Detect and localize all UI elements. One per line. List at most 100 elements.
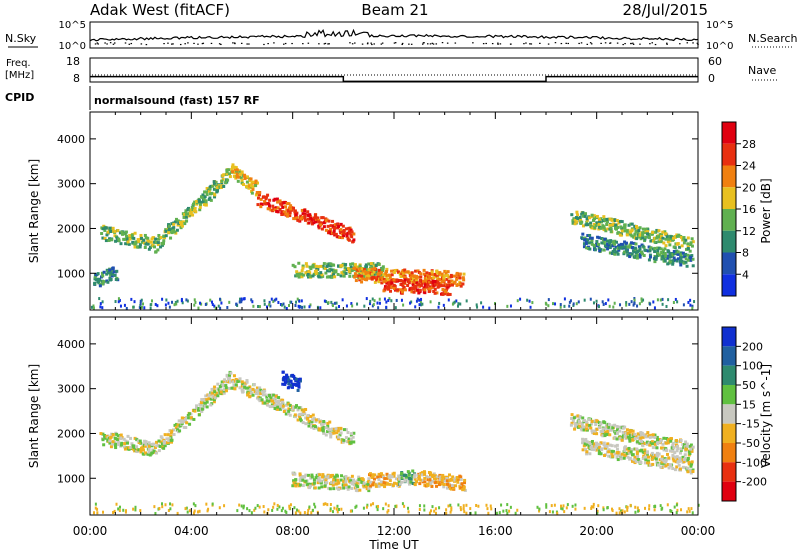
- colorbar-tick-label: 12: [742, 225, 756, 238]
- scatter-cell: [152, 442, 156, 446]
- scatter-cell: [580, 428, 584, 432]
- scatter-cell: [634, 229, 638, 233]
- scatter-cell: [216, 394, 220, 398]
- scatter-cell: [311, 418, 315, 422]
- nsky-trace: [89, 28, 699, 46]
- scatter-cell: [157, 233, 161, 237]
- scatter-cell: [223, 388, 227, 392]
- scatter-cell: [651, 446, 655, 450]
- scatter-cell: [445, 479, 449, 483]
- scatter-cell: [385, 281, 389, 285]
- ground-scatter-cell: [194, 300, 197, 304]
- ground-scatter-cell: [482, 305, 485, 309]
- scatter-cell: [307, 473, 311, 477]
- scatter-cell: [289, 379, 293, 383]
- scatter-cell: [325, 481, 329, 485]
- scatter-cell: [209, 397, 213, 401]
- scatter-cell: [286, 212, 290, 216]
- scatter-cell: [298, 412, 302, 416]
- scatter-cell: [653, 442, 657, 446]
- scatter-cell: [314, 476, 318, 480]
- scatter-cell: [245, 180, 249, 184]
- scatter-cell: [238, 175, 242, 179]
- scatter-cell: [286, 386, 290, 390]
- scatter-cell: [437, 277, 441, 281]
- scatter-cell: [173, 423, 177, 427]
- scatter-cell: [634, 226, 638, 230]
- scatter-cell: [357, 274, 361, 278]
- ground-scatter-cell: [377, 306, 380, 310]
- scatter-cell: [603, 434, 607, 438]
- scatter-cell: [397, 484, 401, 488]
- colorbar-tick-label: 100: [742, 360, 763, 373]
- scatter-cell: [134, 240, 138, 244]
- scatter-cell: [370, 265, 374, 269]
- scatter-cell: [255, 181, 259, 185]
- scatter-cell: [625, 250, 629, 254]
- scatter-cell: [431, 479, 435, 483]
- colorbar-segment: [722, 122, 736, 144]
- scatter-cell: [142, 238, 146, 242]
- scatter-cell: [267, 204, 271, 208]
- scatter-cell: [648, 255, 652, 259]
- scatter-cell: [120, 443, 124, 447]
- scatter-cell: [259, 391, 263, 395]
- ground-scatter-cell: [560, 506, 563, 510]
- scatter-cell: [224, 389, 228, 393]
- scatter-cell: [632, 241, 636, 245]
- scatter-cell: [297, 406, 301, 410]
- scatter-cell: [379, 271, 383, 275]
- ground-scatter-cell: [619, 509, 622, 513]
- scatter-cell: [293, 382, 297, 386]
- scatter-cell: [582, 428, 586, 432]
- scatter-cell: [106, 230, 110, 234]
- ground-scatter-cell: [572, 303, 575, 307]
- ground-scatter-cell: [176, 299, 179, 303]
- scatter-cell: [604, 229, 608, 233]
- scatter-cell: [326, 430, 330, 434]
- scatter-cell: [584, 212, 588, 216]
- scatter-cell: [123, 237, 127, 241]
- scatter-cell: [438, 284, 442, 288]
- scatter-cell: [585, 423, 589, 427]
- scatter-cell: [278, 399, 282, 403]
- scatter-cell: [403, 281, 407, 285]
- scatter-cell: [412, 475, 416, 479]
- scatter-cell: [355, 483, 359, 487]
- ground-scatter-cell: [262, 505, 265, 509]
- scatter-cell: [342, 438, 346, 442]
- ground-scatter-cell: [134, 505, 137, 509]
- scatter-cell: [174, 426, 178, 430]
- scatter-cell: [109, 277, 113, 281]
- scatter-cell: [397, 474, 401, 478]
- scatter-cell: [644, 235, 648, 239]
- ground-scatter-cell: [349, 509, 352, 513]
- ground-scatter-cell: [686, 510, 689, 514]
- ground-scatter-cell: [465, 299, 468, 303]
- scatter-cell: [143, 245, 147, 249]
- ground-scatter-cell: [124, 510, 127, 514]
- scatter-cell: [598, 449, 602, 453]
- scatter-cell: [625, 435, 629, 439]
- scatter-cell: [604, 430, 608, 434]
- scatter-cell: [172, 222, 176, 226]
- scatter-cell: [227, 376, 231, 380]
- scatter-cell: [589, 221, 593, 225]
- scatter-cell: [207, 397, 211, 401]
- scatter-cell: [243, 384, 247, 388]
- scatter-cell: [293, 483, 297, 487]
- scatter-cell: [179, 226, 183, 230]
- scatter-cell: [138, 245, 142, 249]
- scatter-cell: [654, 230, 658, 234]
- scatter-cell: [400, 272, 404, 276]
- scatter-cell: [275, 209, 279, 213]
- scatter-cell: [651, 462, 655, 466]
- ground-scatter-cell: [139, 302, 142, 306]
- scatter-cell: [332, 229, 336, 233]
- scatter-cell: [430, 270, 434, 274]
- scatter-cell: [630, 241, 634, 245]
- scatter-cell: [149, 240, 153, 244]
- scatter-cell: [593, 429, 597, 433]
- ground-scatter-cell: [171, 300, 174, 304]
- scatter-cell: [628, 255, 632, 259]
